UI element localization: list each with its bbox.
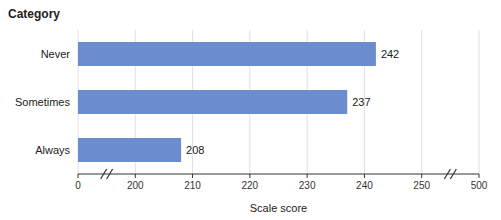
x-tick-label: 500	[471, 180, 488, 191]
x-tick-label: 210	[184, 180, 201, 191]
x-tick	[135, 174, 136, 178]
x-tick	[307, 174, 308, 178]
x-tick	[479, 174, 480, 178]
x-axis-label: Scale score	[250, 202, 307, 214]
x-tick-label: 0	[75, 180, 81, 191]
chart-container: 208 237 242 0 200 210 220 230 240 250 500 Always Som…	[0, 0, 501, 220]
bar	[78, 90, 347, 114]
bar	[78, 138, 181, 162]
x-tick	[421, 174, 422, 178]
y-tick-label: Sometimes	[15, 96, 71, 108]
x-tick	[364, 174, 365, 178]
grid	[78, 30, 479, 174]
x-tick-label: 240	[356, 180, 373, 191]
x-axis-line	[78, 174, 479, 175]
y-tick-label: Never	[41, 48, 71, 60]
bars	[78, 42, 376, 162]
x-tick-label: 230	[299, 180, 316, 191]
data-label: 237	[352, 96, 370, 108]
axis-break	[107, 169, 113, 179]
x-tick-label: 200	[127, 180, 144, 191]
x-tick-label: 250	[413, 180, 430, 191]
x-tick	[78, 174, 79, 178]
data-label: 208	[186, 144, 204, 156]
title: Category	[8, 7, 60, 21]
data-label: 242	[381, 48, 399, 60]
bar	[78, 42, 376, 66]
x-tick	[249, 174, 250, 178]
axis-break	[450, 169, 456, 179]
chart: 208 237 242 0 200 210 220 230 240 250 500 Always Som…	[0, 0, 501, 220]
grid-line	[421, 30, 422, 174]
y-tick-label: Always	[35, 144, 70, 156]
axis-break	[101, 169, 107, 179]
x-tick	[192, 174, 193, 178]
x-tick-label: 220	[242, 180, 259, 191]
grid-line	[479, 30, 480, 174]
axis-break	[444, 169, 450, 179]
